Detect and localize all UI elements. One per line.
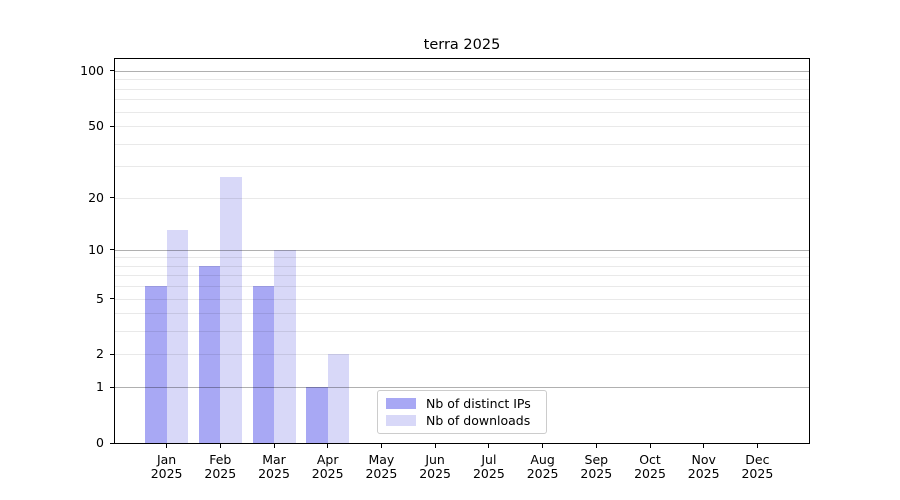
legend-swatch-ips — [386, 398, 416, 409]
x-tick-month: Apr — [316, 452, 339, 467]
legend: Nb of distinct IPs Nb of downloads — [377, 390, 547, 434]
x-tick-month: Dec — [745, 452, 770, 467]
chart-title: terra 2025 — [423, 37, 501, 53]
x-tick-year: 2025 — [634, 466, 666, 481]
y-tick-label: 1 — [96, 379, 104, 395]
x-tick-mark — [166, 444, 168, 448]
x-tick-month: Feb — [209, 452, 232, 467]
x-tick-mark — [273, 444, 275, 448]
y-tick-mark — [110, 353, 114, 355]
x-tick-month: Oct — [639, 452, 661, 467]
x-tick-mark — [756, 444, 758, 448]
bars-layer — [115, 59, 809, 443]
x-tick-year: 2025 — [741, 466, 774, 481]
y-tick-label: 20 — [88, 189, 104, 205]
y-tick-label: 50 — [88, 118, 104, 133]
bar-downloads-apr — [327, 354, 350, 443]
x-tick-mark — [542, 444, 544, 448]
x-tick-label-may: May 2025 — [349, 453, 413, 481]
y-tick-label: 100 — [80, 62, 104, 78]
x-tick-year: 2025 — [419, 466, 451, 481]
x-tick-month: Jun — [425, 452, 445, 467]
x-tick-mark — [219, 444, 221, 448]
y-tick-label: 5 — [96, 290, 104, 306]
y-tick-mark — [110, 442, 114, 444]
legend-label: Nb of distinct IPs — [426, 396, 531, 411]
x-tick-mark — [595, 444, 597, 448]
x-tick-month: Nov — [691, 452, 716, 467]
x-tick-year: 2025 — [204, 466, 237, 481]
legend-swatch-downloads — [386, 415, 416, 426]
x-tick-year: 2025 — [258, 466, 290, 481]
x-tick-label-aug: Aug 2025 — [511, 453, 575, 481]
x-tick-mark — [380, 444, 382, 448]
x-tick-month: Mar — [262, 452, 286, 467]
y-tick-mark — [110, 125, 114, 127]
x-tick-label-nov: Nov 2025 — [672, 453, 736, 481]
y-tick-label: 2 — [96, 346, 104, 362]
x-tick-year: 2025 — [150, 466, 183, 481]
x-tick-month: Jul — [481, 452, 497, 467]
plot-area — [114, 58, 810, 444]
y-tick-mark — [110, 197, 114, 198]
legend-item: Nb of downloads — [386, 413, 538, 429]
legend-item: Nb of distinct IPs — [386, 396, 538, 412]
y-tick-mark — [110, 70, 114, 72]
bar-downloads-feb — [220, 177, 242, 443]
legend-label: Nb of downloads — [426, 413, 531, 428]
x-tick-year: 2025 — [472, 466, 505, 481]
bar-ips-mar — [252, 286, 274, 443]
x-tick-year: 2025 — [687, 466, 720, 481]
x-tick-month: Sep — [584, 452, 609, 467]
y-tick-mark — [110, 386, 114, 388]
x-tick-mark — [488, 444, 490, 448]
x-tick-year: 2025 — [526, 466, 559, 481]
bar-ips-feb — [198, 265, 221, 443]
x-tick-year: 2025 — [365, 466, 398, 481]
x-tick-year: 2025 — [580, 466, 613, 481]
x-tick-mark — [703, 444, 705, 448]
x-tick-month: Aug — [530, 452, 555, 467]
bar-downloads-jan — [166, 230, 189, 443]
x-tick-label-mar: Mar 2025 — [242, 453, 306, 481]
x-tick-label-dec: Dec 2025 — [725, 453, 789, 481]
bar-ips-apr — [306, 387, 328, 443]
y-tick-label: 0 — [96, 435, 104, 450]
x-tick-month: Jan — [156, 452, 177, 467]
x-tick-mark — [649, 444, 651, 448]
x-tick-mark — [434, 444, 436, 448]
x-tick-mark — [327, 444, 329, 448]
x-tick-label-apr: Apr 2025 — [296, 453, 360, 481]
x-tick-label-sep: Sep 2025 — [564, 453, 628, 481]
x-tick-year: 2025 — [311, 466, 344, 481]
bar-downloads-mar — [274, 249, 296, 443]
x-tick-label-jun: Jun 2025 — [403, 453, 467, 481]
x-tick-label-feb: Feb 2025 — [188, 453, 252, 481]
y-tick-mark — [110, 298, 114, 299]
y-tick-label: 10 — [88, 241, 104, 257]
x-tick-label-jan: Jan 2025 — [135, 453, 199, 481]
y-tick-mark — [110, 249, 114, 251]
bar-ips-jan — [145, 286, 167, 443]
x-tick-month: May — [368, 452, 395, 467]
x-tick-label-jul: Jul 2025 — [457, 453, 521, 481]
x-tick-label-oct: Oct 2025 — [618, 453, 682, 481]
